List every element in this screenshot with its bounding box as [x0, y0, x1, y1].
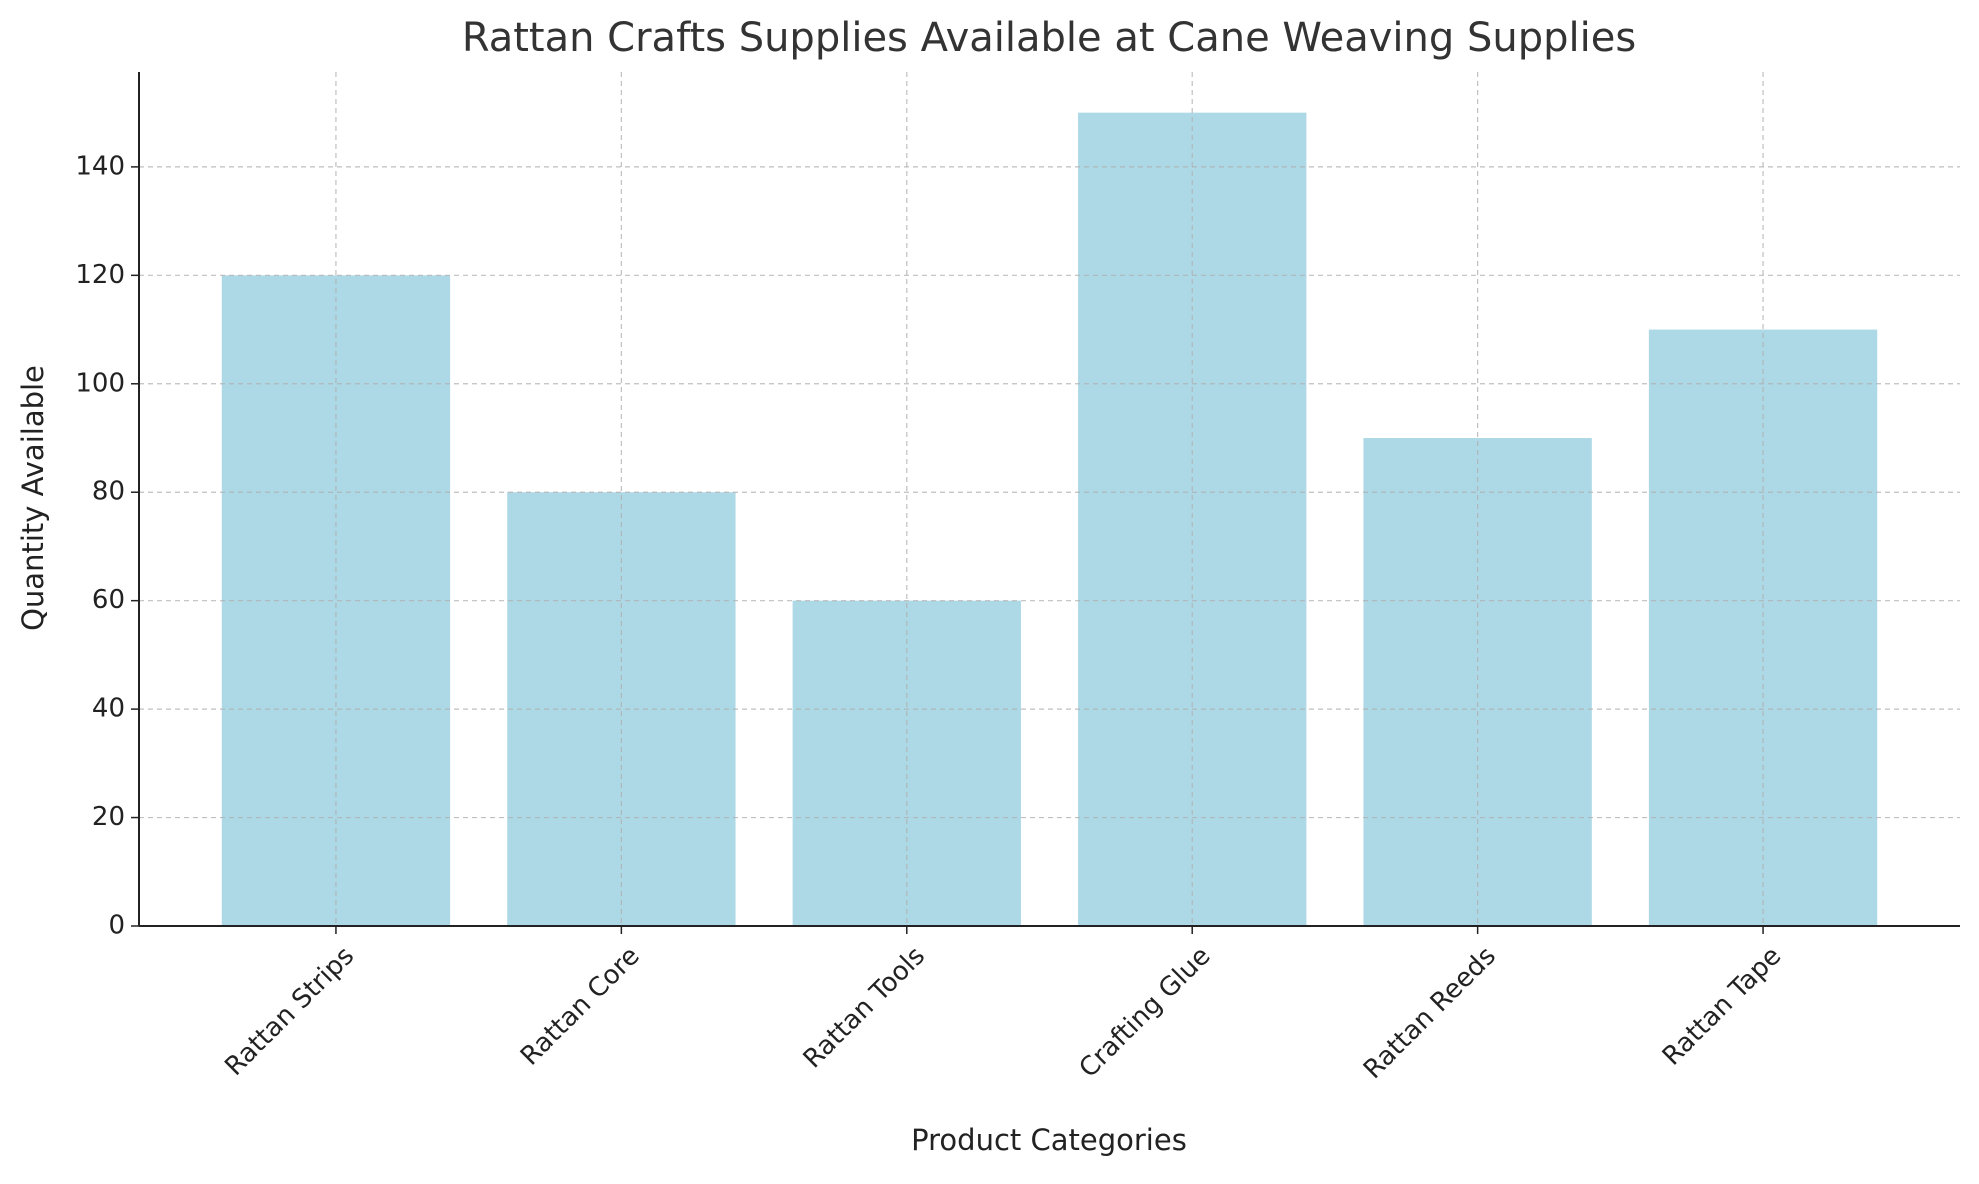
x-tick-label: Rattan Core	[515, 941, 646, 1072]
x-tick-label: Rattan Reeds	[1358, 941, 1502, 1085]
y-tick-label: 120	[75, 260, 125, 290]
bar	[792, 600, 1021, 926]
y-tick-label: 20	[92, 802, 125, 832]
y-tick-label: 40	[92, 694, 125, 724]
x-tick-label: Rattan Tape	[1657, 941, 1787, 1071]
bar	[1363, 438, 1592, 926]
chart-title: Rattan Crafts Supplies Available at Cane…	[462, 15, 1636, 61]
bar	[1078, 112, 1307, 926]
x-axis-label: Product Categories	[911, 1123, 1187, 1157]
x-tick-label: Rattan Tools	[798, 941, 931, 1074]
y-tick-label: 60	[92, 585, 125, 615]
x-tick-label: Crafting Glue	[1074, 941, 1217, 1084]
x-tick-label: Rattan Strips	[219, 941, 360, 1082]
y-tick-label: 80	[92, 477, 125, 507]
y-tick-label: 100	[75, 368, 125, 398]
y-tick-label: 0	[108, 911, 125, 941]
y-tick-label: 140	[75, 151, 125, 181]
bar	[1648, 329, 1878, 926]
y-axis-label: Quantity Available	[16, 365, 50, 631]
